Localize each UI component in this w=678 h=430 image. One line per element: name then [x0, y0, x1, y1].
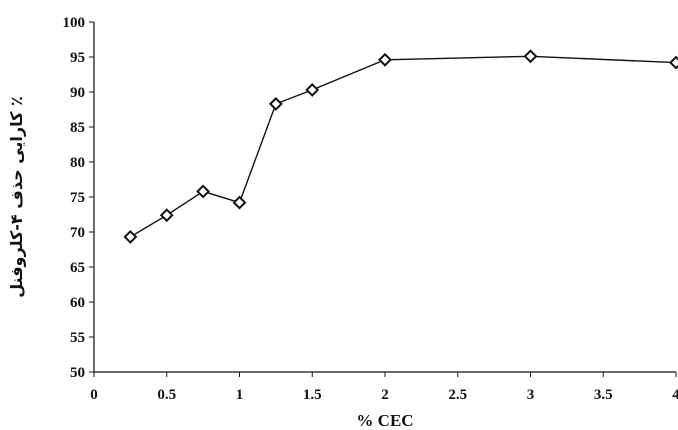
data-point-marker	[305, 82, 320, 97]
x-ticks: 0 0.5 1 1.5 2 2.5 3 3.5 4	[90, 372, 678, 403]
x-tick-label: 2	[381, 387, 389, 403]
x-tick-label: 1.5	[303, 387, 322, 403]
data-point-marker	[268, 96, 283, 111]
y-tick-label: 90	[70, 85, 85, 101]
y-ticks: 50 55 60 65 70 75 80 85 90 95 100	[63, 15, 94, 381]
y-axis-title: ٪ کارایی حذف ۴-کلروفنل	[7, 96, 26, 297]
x-tick-label: 2.5	[448, 387, 467, 403]
data-point-marker	[669, 55, 678, 70]
data-point-marker	[523, 49, 538, 64]
y-tick-label: 60	[70, 295, 85, 311]
y-tick-label: 50	[70, 365, 85, 381]
data-point-marker	[378, 52, 392, 67]
y-tick-label: 80	[70, 155, 85, 171]
x-tick-label: 0.5	[157, 387, 176, 403]
y-tick-label: 100	[63, 15, 86, 31]
y-tick-label: 65	[70, 260, 85, 276]
x-tick-label: 4	[672, 387, 678, 403]
x-axis-title: % CEC	[356, 411, 413, 430]
x-tick-label: 1	[236, 387, 244, 403]
y-tick-label: 95	[70, 50, 85, 66]
y-tick-label: 55	[70, 330, 85, 346]
y-tick-label: 75	[70, 190, 85, 206]
x-tick-label: 3.5	[594, 387, 613, 403]
axes	[93, 22, 676, 373]
data-point-marker	[196, 184, 211, 199]
data-point-marker	[159, 208, 174, 223]
x-tick-label: 0	[90, 387, 98, 403]
y-tick-label: 85	[70, 120, 85, 136]
x-tick-label: 3	[527, 387, 535, 403]
data-point-marker	[232, 195, 247, 210]
series-layer	[123, 49, 678, 244]
series-line	[130, 55, 677, 238]
data-point-marker	[123, 229, 138, 244]
y-tick-label: 70	[70, 225, 85, 241]
